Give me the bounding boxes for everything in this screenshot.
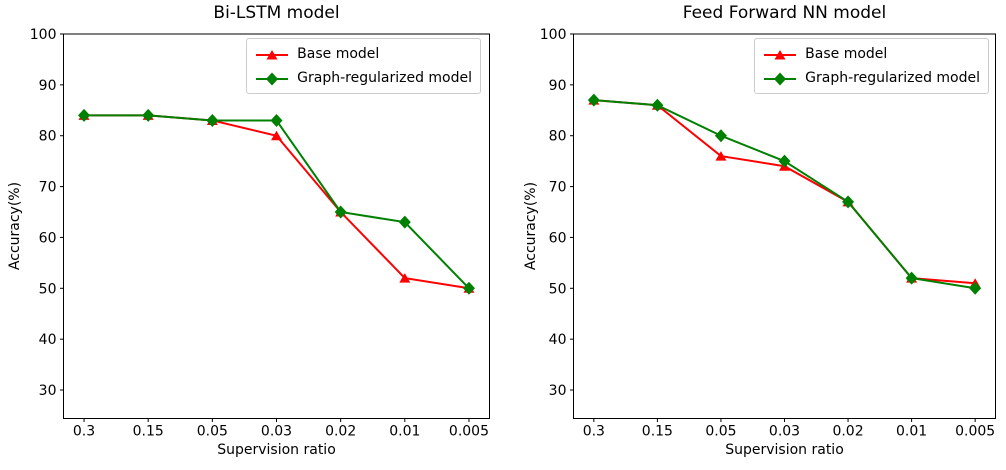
- subplot-1: 100 90 80 70 60 50 40 30 0.3 0.15 0.05 0.03 0.02 0.01…: [540, 27, 996, 440]
- series-line-base-model: [84, 114, 470, 290]
- x-tick-label: 0.01: [896, 424, 927, 440]
- y-tick-label: 50: [39, 281, 57, 297]
- chart-title-bilstm: Bi-LSTM model: [213, 3, 340, 23]
- y-tick-label: 60: [549, 230, 567, 246]
- x-tick-label: 0.02: [325, 424, 356, 440]
- y-tick-label: 90: [549, 78, 567, 94]
- y-tick-label: 40: [549, 332, 567, 348]
- x-tick-label: 0.05: [705, 424, 736, 440]
- y-tick-label: 30: [39, 383, 57, 399]
- legend-label-graph-regularized: Graph-regularized model: [805, 70, 980, 86]
- legend-item-base-model: Base model: [255, 42, 472, 66]
- base-model-line-icon: [255, 47, 289, 61]
- legend-item-graph-regularized: Graph-regularized model: [255, 66, 472, 90]
- marker-diamond-graph-regularized-model: [587, 93, 600, 107]
- marker-diamond-graph-regularized-model: [334, 205, 347, 219]
- marker-diamond-graph-regularized-model: [714, 129, 727, 143]
- y-tick-label: 70: [39, 180, 57, 196]
- legend-label-base-model: Base model: [805, 46, 888, 62]
- y-tick-label: 80: [549, 129, 567, 145]
- series-line-base-model: [593, 99, 976, 285]
- legend-feed-forward: Base model Graph-regularized model: [754, 38, 989, 94]
- x-tick-label: 0.03: [261, 424, 292, 440]
- subplot-0: 100 90 80 70 60 50 40 30 0.3 0.15 0.05 0.03 0.02 0.01…: [30, 27, 490, 440]
- x-tick-label: 0.03: [769, 424, 800, 440]
- legend-sample-svg: [256, 72, 289, 86]
- y-axis-label-right: Accuracy(%): [523, 181, 539, 271]
- marker-diamond-graph-regularized-model: [778, 154, 791, 168]
- x-tick-label: 0.3: [73, 424, 95, 440]
- legend-sample-svg: [764, 50, 797, 60]
- x-tick-label: 0.005: [449, 424, 489, 440]
- chart-title-feed-forward: Feed Forward NN model: [682, 3, 887, 23]
- y-axis-label-left: Accuracy(%): [7, 181, 23, 271]
- series-line-graph-regularized-model: [593, 99, 976, 290]
- y-tick-label: 70: [549, 180, 567, 196]
- legend-sample-svg: [256, 50, 289, 60]
- x-axis-label-left: Supervision ratio: [217, 442, 336, 458]
- y-tick-label: 50: [549, 281, 567, 297]
- x-tick-label: 0.3: [583, 424, 605, 440]
- x-tick-label: 0.02: [832, 424, 863, 440]
- marker-triangle-base-model: [399, 273, 411, 283]
- marker-diamond-graph-regularized-model: [651, 98, 664, 112]
- marker-diamond-graph-regularized-model: [969, 281, 982, 295]
- legend-label-base-model: Base model: [297, 46, 380, 62]
- y-tick-label: 80: [39, 129, 57, 145]
- marker-diamond-graph-regularized-model: [462, 281, 475, 295]
- x-tick-label: 0.05: [197, 424, 228, 440]
- y-tick-label: 100: [540, 27, 567, 43]
- marker-diamond-graph-regularized-model: [842, 195, 855, 209]
- marker-diamond-graph-regularized-model: [78, 108, 91, 122]
- base-model-line-icon: [763, 47, 797, 61]
- y-tick-label: 30: [549, 383, 567, 399]
- marker-diamond-graph-regularized-model: [905, 271, 918, 285]
- marker-diamond-graph-regularized-model: [398, 215, 411, 229]
- x-tick-label: 0.15: [133, 424, 164, 440]
- legend-bilstm: Base model Graph-regularized model: [246, 38, 481, 94]
- marker-diamond-graph-regularized-model: [142, 108, 155, 122]
- x-tick-label: 0.15: [642, 424, 673, 440]
- marker-diamond-graph-regularized-model: [270, 113, 283, 127]
- legend-marker-diamond: [266, 72, 279, 86]
- y-tick-label: 90: [39, 78, 57, 94]
- legend-sample-svg: [764, 72, 797, 86]
- y-tick-label: 100: [30, 27, 57, 43]
- marker-triangle-base-model: [271, 130, 282, 141]
- legend-label-graph-regularized: Graph-regularized model: [297, 70, 472, 86]
- graph-regularized-line-icon: [763, 71, 797, 86]
- series-line-graph-regularized-model: [84, 114, 470, 289]
- legend-item-graph-regularized: Graph-regularized model: [763, 66, 980, 90]
- marker-diamond-graph-regularized-model: [206, 113, 219, 127]
- marker-triangle-base-model: [715, 151, 727, 161]
- legend-marker-triangle: [266, 50, 278, 60]
- legend-marker-diamond: [774, 72, 787, 86]
- x-tick-label: 0.005: [955, 424, 995, 440]
- y-tick-label: 60: [39, 230, 57, 246]
- x-axis-label-right: Supervision ratio: [725, 442, 844, 458]
- y-tick-label: 40: [39, 332, 57, 348]
- graph-regularized-line-icon: [255, 71, 289, 86]
- legend-marker-triangle: [774, 50, 786, 60]
- legend-item-base-model: Base model: [763, 42, 980, 66]
- x-tick-label: 0.01: [389, 424, 420, 440]
